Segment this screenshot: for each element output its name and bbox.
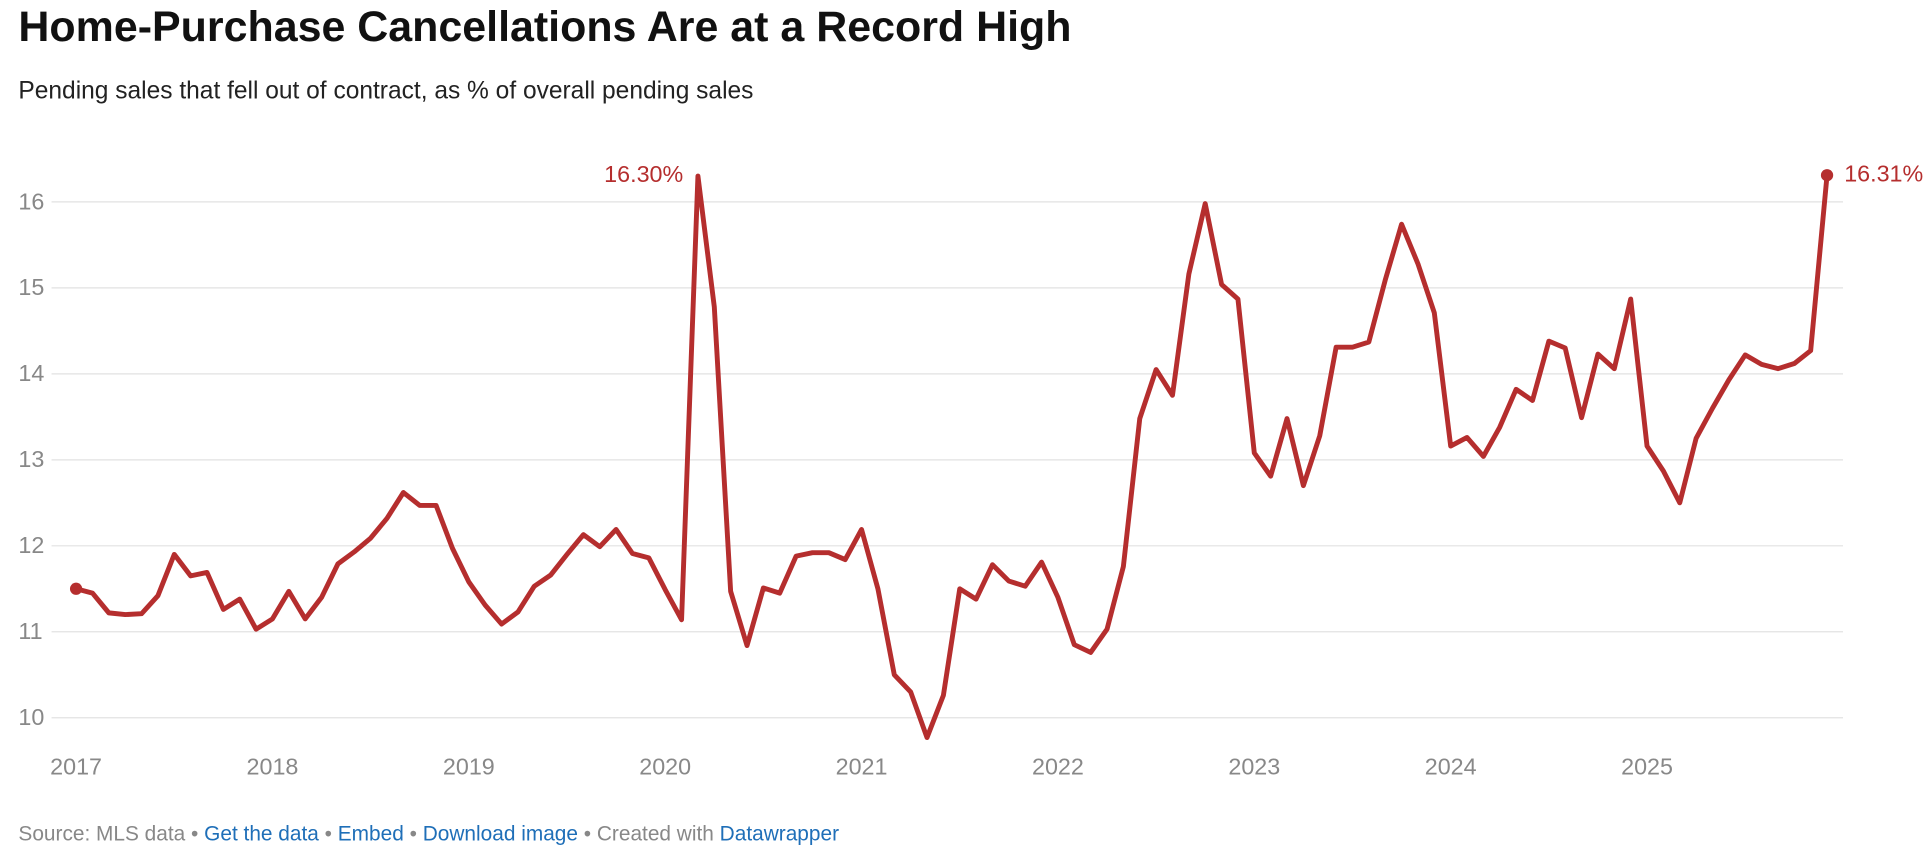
- y-tick-label: 10: [18, 704, 44, 730]
- x-tick-label: 2018: [247, 753, 299, 779]
- y-tick-label: 12: [18, 532, 44, 558]
- datawrapper-link[interactable]: Datawrapper: [720, 822, 839, 845]
- get-data-link[interactable]: Get the data: [204, 822, 319, 845]
- y-tick-label: 13: [18, 446, 44, 472]
- x-tick-label: 2023: [1228, 753, 1280, 779]
- y-tick-label: 15: [18, 274, 44, 300]
- embed-link[interactable]: Embed: [338, 822, 404, 845]
- y-tick-label: 14: [18, 360, 44, 386]
- x-tick-label: 2020: [639, 753, 691, 779]
- x-tick-label: 2024: [1425, 753, 1477, 779]
- download-link[interactable]: Download image: [423, 822, 578, 845]
- footer: Source: MLS data • Get the data • Embed …: [18, 822, 839, 845]
- chart-title: Home-Purchase Cancellations Are at a Rec…: [18, 3, 1071, 51]
- x-tick-label: 2021: [836, 753, 888, 779]
- x-tick-label: 2017: [50, 753, 102, 779]
- y-tick-label: 16: [18, 188, 44, 214]
- x-tick-label: 2019: [443, 753, 495, 779]
- value-label: 16.30%: [604, 161, 683, 187]
- line: [75, 173, 1830, 741]
- created-with: Created with: [597, 822, 714, 845]
- x-tick-label: 2022: [1032, 753, 1084, 779]
- source: Source: MLS data: [18, 822, 185, 845]
- point: [1820, 169, 1834, 182]
- value-label: 16.31%: [1844, 160, 1923, 186]
- y-tick-label: 11: [18, 618, 42, 644]
- point: [69, 582, 83, 595]
- chart-subtitle: Pending sales that fell out of contract,…: [18, 78, 753, 105]
- x-tick-label: 2025: [1621, 753, 1673, 779]
